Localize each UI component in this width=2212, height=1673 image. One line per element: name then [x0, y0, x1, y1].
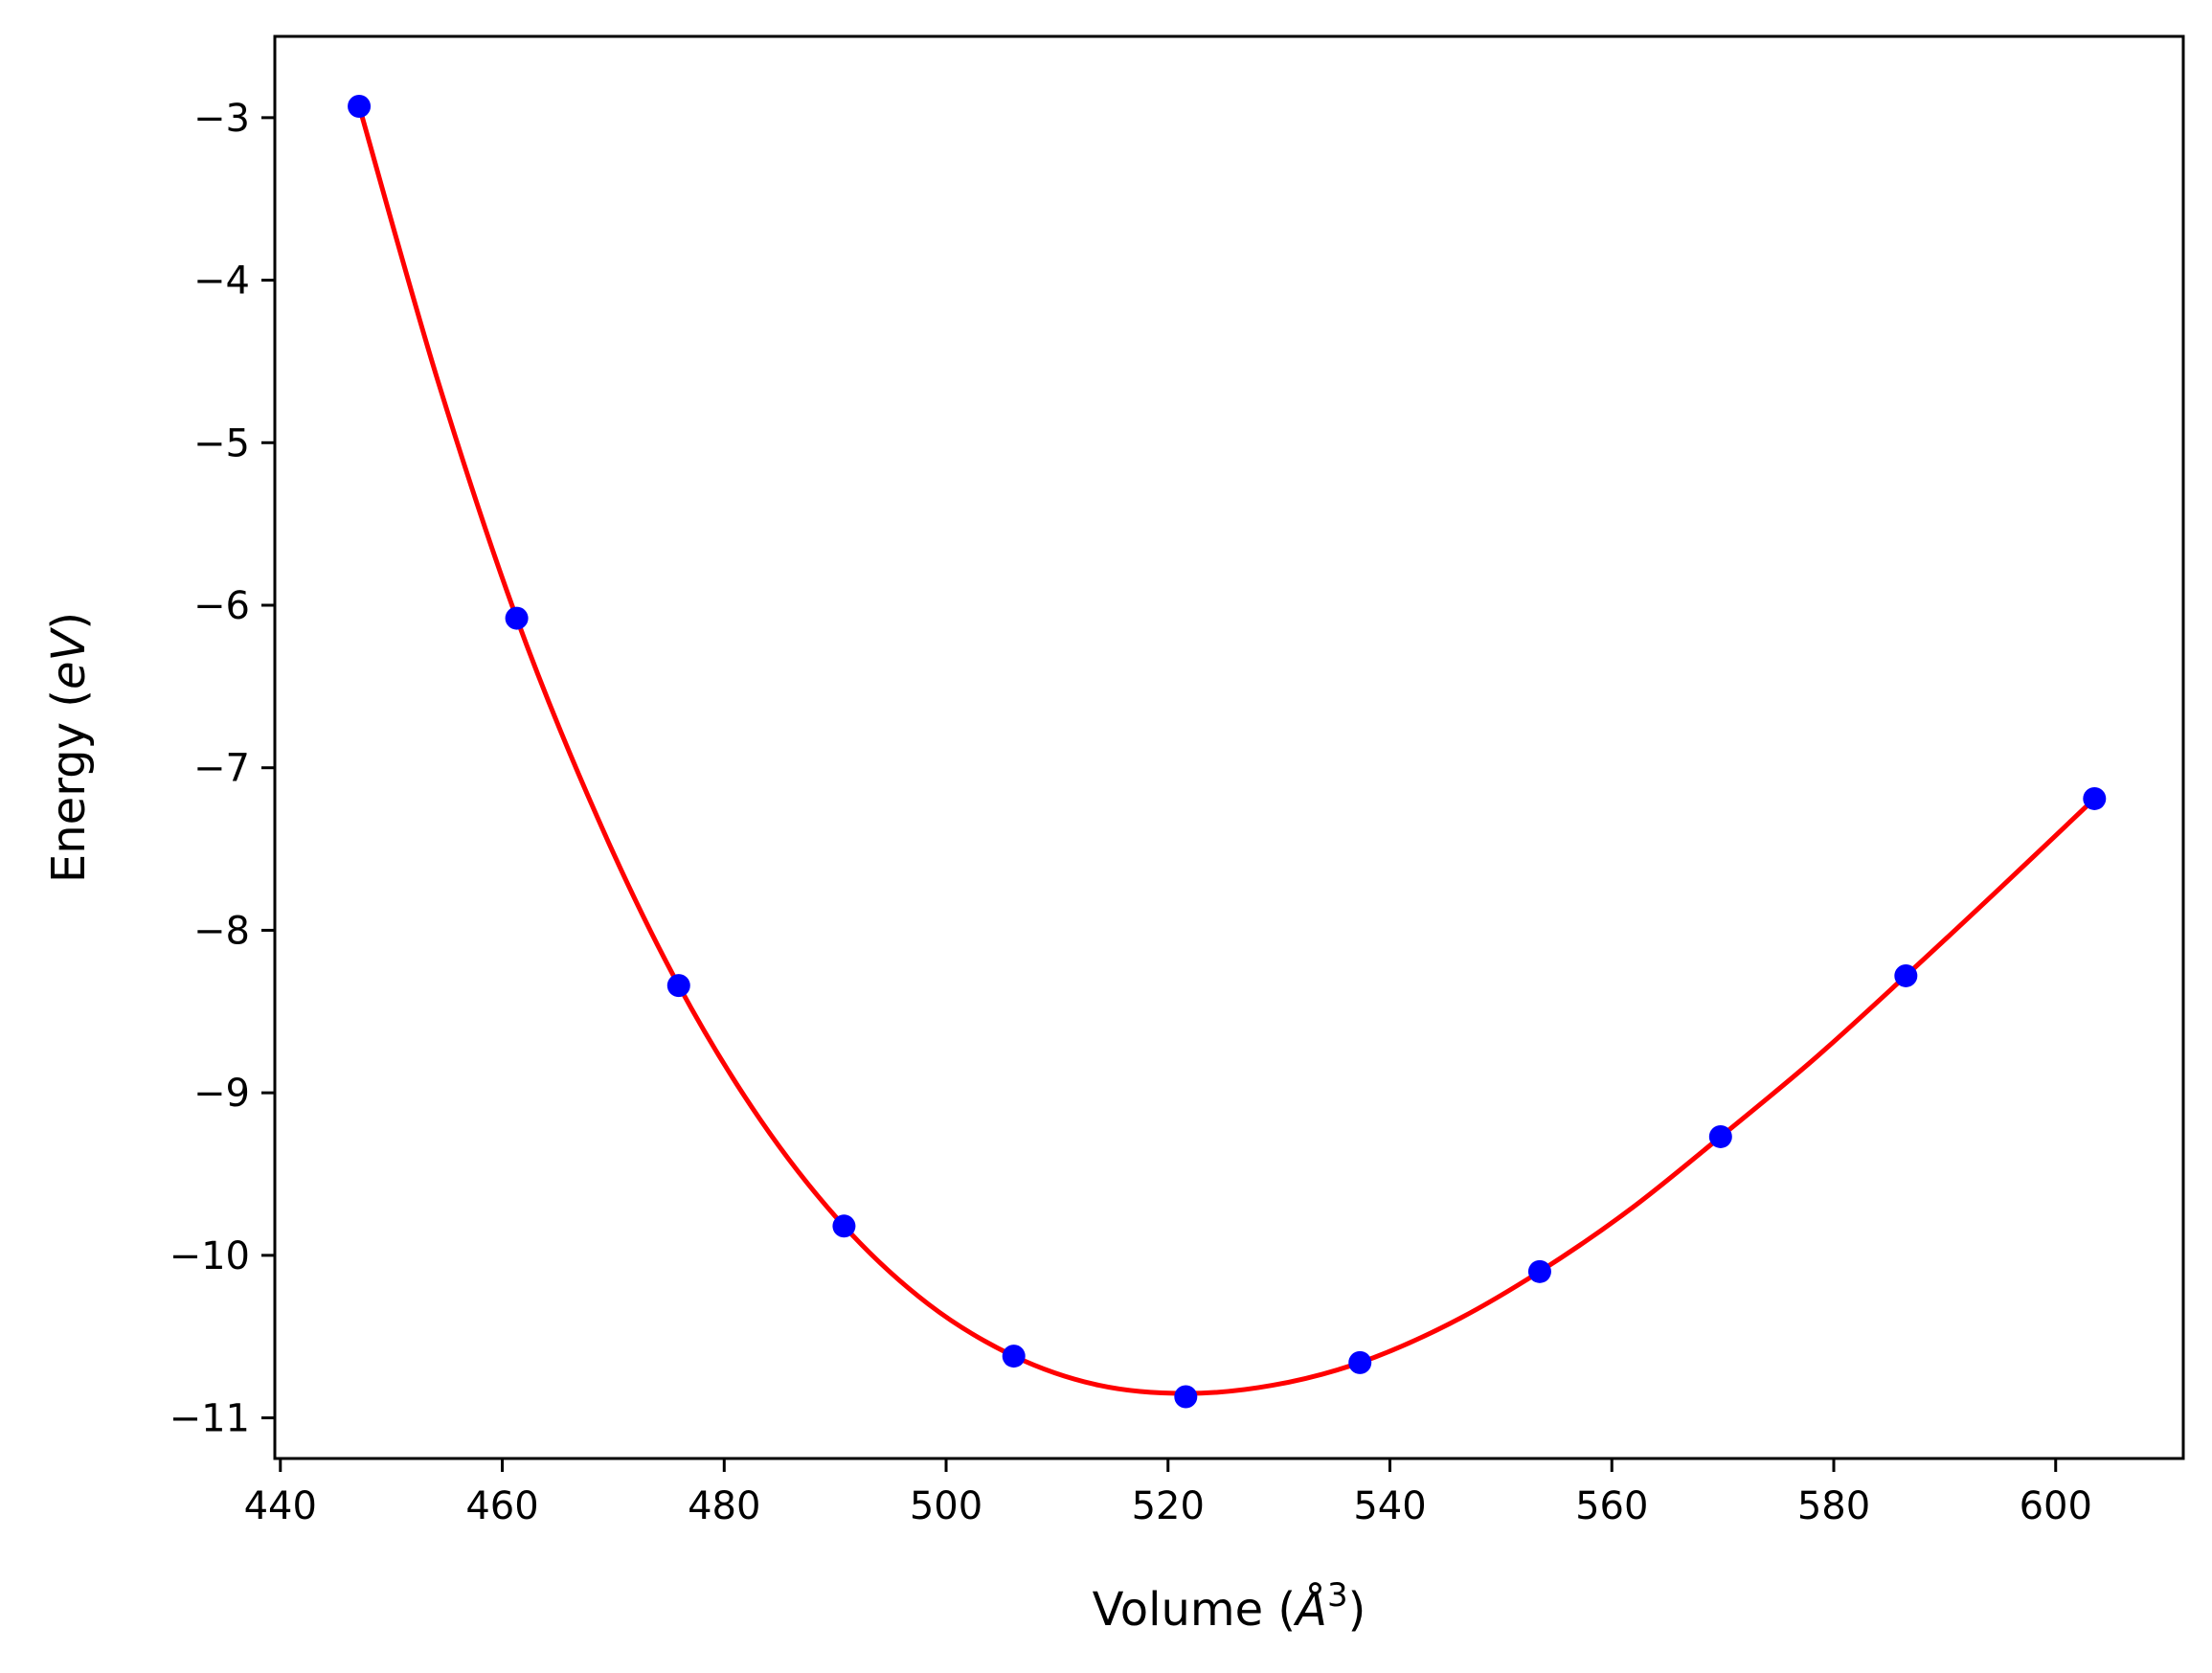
x-tick-label: 460 [465, 1484, 538, 1528]
data-point [1348, 1350, 1372, 1374]
data-point [1002, 1345, 1026, 1368]
x-tick-label: 520 [1132, 1484, 1205, 1528]
y-tick-label: −6 [193, 584, 250, 628]
data-point [1174, 1385, 1198, 1409]
x-axis-label-prefix: Volume ( [1093, 1583, 1297, 1637]
y-tick-label: −5 [193, 421, 250, 465]
y-tick-label: −4 [193, 260, 250, 304]
x-tick-label: 600 [2020, 1484, 2092, 1528]
y-tick-label: −11 [169, 1397, 250, 1441]
x-tick-label: 580 [1797, 1484, 1870, 1528]
data-point [1527, 1259, 1551, 1283]
x-axis: 440 460 480 500 520 540 560 580 600 [244, 1458, 2092, 1528]
data-point [666, 974, 690, 998]
x-tick-label: 560 [1575, 1484, 1648, 1528]
x-tick-label: 440 [244, 1484, 317, 1528]
y-axis-label: Energy (eV) [42, 612, 96, 883]
x-tick-label: 500 [910, 1484, 982, 1528]
data-point [505, 606, 529, 630]
x-axis-label: Volume (Å3) [1093, 1576, 1366, 1637]
x-axis-label-symbol: Å [1293, 1582, 1327, 1637]
data-point [1894, 963, 1918, 987]
x-tick-label: 540 [1353, 1484, 1426, 1528]
data-point [832, 1214, 856, 1238]
y-tick-label: −7 [193, 747, 250, 791]
y-axis: −3 −4 −5 −6 −7 −8 −9 −10 −11 [169, 97, 275, 1441]
data-point [348, 94, 372, 118]
fit-curve-line [356, 103, 2097, 1396]
x-axis-label-exponent: 3 [1327, 1576, 1348, 1615]
y-tick-label: −10 [169, 1234, 250, 1278]
data-point [1708, 1124, 1732, 1148]
x-tick-label: 480 [688, 1484, 760, 1528]
y-tick-label: −8 [193, 909, 250, 953]
y-axis-label-suffix: ) [42, 612, 96, 630]
y-tick-label: −3 [193, 97, 250, 141]
plot-area [348, 94, 2107, 1409]
axes-frame [273, 34, 2185, 1460]
y-tick-label: −9 [193, 1072, 250, 1116]
data-point [2083, 786, 2107, 810]
y-axis-label-unit: eV [42, 627, 96, 690]
y-axis-label-prefix: Energy ( [42, 690, 96, 883]
x-axis-label-suffix: ) [1348, 1583, 1366, 1637]
